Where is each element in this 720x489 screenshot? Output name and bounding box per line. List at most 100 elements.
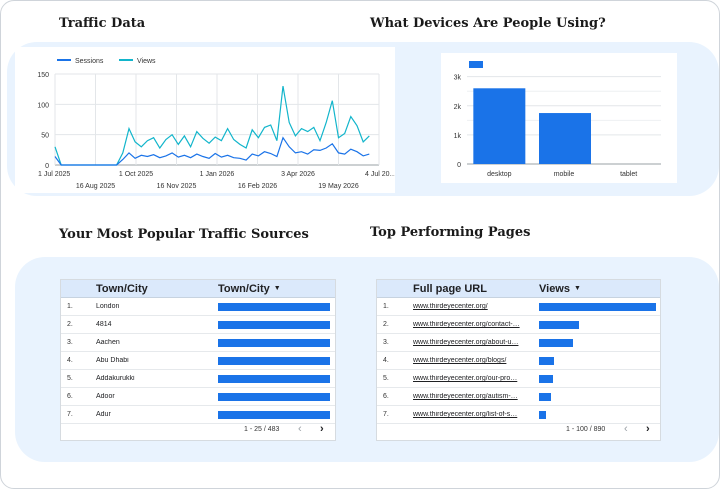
city-label: Adoor (96, 393, 115, 400)
row-index: 5. (383, 375, 389, 382)
pages-heading: Top Performing Pages (370, 225, 531, 240)
column-header-full-page-url[interactable]: Full page URL (413, 283, 487, 295)
row-index: 6. (383, 393, 389, 400)
row-index: 3. (383, 339, 389, 346)
city-label: Aachen (96, 339, 120, 346)
row-index: 6. (67, 393, 73, 400)
table-row[interactable]: 2. 4814 (61, 316, 335, 334)
value-bar (218, 303, 330, 311)
chevron-left-icon[interactable]: ‹ (298, 423, 302, 435)
chevron-right-icon[interactable]: › (646, 423, 650, 435)
table-row[interactable]: 5. Addakurukki (61, 370, 335, 388)
bar-desktop (473, 88, 526, 164)
x-tick-label: 16 Nov 2025 (157, 183, 197, 190)
value-bar (539, 411, 547, 419)
row-index: 4. (67, 357, 73, 364)
y-tick-label: 50 (41, 133, 49, 140)
chevron-right-icon[interactable]: › (320, 423, 324, 435)
traffic-line-chart[interactable]: 0 50 100 150 1 Jul 2025 1 Oct 2025 1 Jan 2026 3… (15, 47, 396, 193)
table-row[interactable]: 5. www.thirdeyecenter.org/our-pro… (377, 370, 660, 388)
devices-heading: What Devices Are People Using? (370, 16, 606, 31)
table-row[interactable]: 2. www.thirdeyecenter.org/contact-… (377, 316, 660, 334)
value-bar (539, 321, 579, 329)
devices-bar-chart[interactable]: 0 1k 2k 3k desktop mobile tablet (441, 53, 677, 183)
value-bar (539, 357, 555, 365)
page-url-link[interactable]: www.thirdeyecenter.org/blogs/ (413, 357, 507, 364)
table-row[interactable]: 3. www.thirdeyecenter.org/about-u… (377, 334, 660, 352)
value-bar (218, 321, 330, 329)
value-bar (218, 411, 330, 419)
page-url-link[interactable]: www.thirdeyecenter.org/list-of-s… (413, 411, 518, 418)
x-tick-label: 1 Jan 2026 (200, 171, 235, 178)
column-header-views[interactable]: Views ▼ (539, 283, 581, 295)
row-index: 4. (383, 357, 389, 364)
x-tick-label: 16 Feb 2026 (238, 183, 277, 190)
value-bar (218, 357, 330, 365)
traffic-sources-table: Town/City Town/City ▼ 1. London 2. 4814 3. Aac… (60, 279, 336, 441)
y-tick-label: 0 (457, 162, 461, 169)
table-row[interactable]: 7. Adur (61, 406, 335, 424)
x-tick-label: 19 May 2026 (318, 183, 359, 190)
x-tick-label: 1 Oct 2025 (119, 171, 153, 178)
table-row[interactable]: 3. Aachen (61, 334, 335, 352)
row-index: 2. (67, 321, 73, 328)
row-index: 1. (67, 303, 73, 310)
value-bar (218, 375, 330, 383)
y-tick-label: 2k (454, 104, 462, 111)
city-label: 4814 (96, 321, 112, 328)
y-tick-label: 1k (454, 133, 462, 140)
table-row[interactable]: 6. Adoor (61, 388, 335, 406)
value-bar (539, 303, 656, 311)
sort-descending-icon: ▼ (273, 285, 281, 292)
x-tick-label: 1 Jul 2025 (38, 171, 70, 178)
page-url-link[interactable]: www.thirdeyecenter.org/about-u… (413, 339, 519, 346)
series-line-views (54, 85, 370, 166)
table-row[interactable]: 1. www.thirdeyecenter.org/ (377, 298, 660, 316)
column-header-label: Views (539, 283, 570, 295)
page-url-link[interactable]: www.thirdeyecenter.org/our-pro… (413, 375, 518, 382)
legend-swatch (469, 61, 483, 68)
city-label: London (96, 303, 120, 310)
legend-label: Sessions (75, 58, 104, 65)
table-row[interactable]: 6. www.thirdeyecenter.org/autism-… (377, 388, 660, 406)
column-header-label: Town/City (218, 283, 270, 295)
row-index: 7. (383, 411, 389, 418)
city-label: Addakurukki (96, 375, 135, 382)
traffic-chart-card: 0 50 100 150 1 Jul 2025 1 Oct 2025 1 Jan 2026 3… (15, 47, 397, 193)
top-pages-table: Full page URL Views ▼ 1. www.thirdeyecente… (376, 279, 661, 441)
page-url-link[interactable]: www.thirdeyecenter.org/ (413, 303, 488, 310)
city-label: Adur (96, 411, 111, 418)
row-index: 1. (383, 303, 389, 310)
x-tick-label: 4 Jul 20… (365, 171, 395, 178)
devices-chart-card: 0 1k 2k 3k desktop mobile tablet (441, 53, 677, 183)
city-label: Abu Dhabi (96, 357, 129, 364)
bar-mobile (539, 113, 591, 164)
sort-descending-icon: ▼ (574, 285, 581, 292)
traffic-heading: Traffic Data (59, 16, 146, 31)
x-tick-label: 3 Apr 2026 (281, 171, 315, 178)
chevron-left-icon[interactable]: ‹ (624, 423, 628, 435)
series-line-sessions (54, 136, 370, 166)
value-bar (218, 393, 330, 401)
table-pagination: 1 - 100 / 890 ‹ › (377, 420, 660, 440)
value-bar (539, 375, 554, 383)
table-row[interactable]: 4. Abu Dhabi (61, 352, 335, 370)
y-tick-label: 0 (45, 163, 49, 170)
y-tick-label: 3k (454, 75, 462, 82)
page-url-link[interactable]: www.thirdeyecenter.org/contact-… (413, 321, 520, 328)
x-tick-label: tablet (620, 171, 637, 178)
table-pagination: 1 - 25 / 483 ‹ › (61, 420, 335, 440)
page-url-link[interactable]: www.thirdeyecenter.org/autism-… (413, 393, 518, 400)
table-row[interactable]: 7. www.thirdeyecenter.org/list-of-s… (377, 406, 660, 424)
column-header-town-city-metric[interactable]: Town/City ▼ (218, 283, 281, 295)
pagination-range: 1 - 25 / 483 (244, 426, 280, 433)
table-row[interactable]: 1. London (61, 298, 335, 316)
column-header-town-city[interactable]: Town/City (96, 283, 148, 295)
x-tick-label: desktop (487, 171, 512, 178)
table-row[interactable]: 4. www.thirdeyecenter.org/blogs/ (377, 352, 660, 370)
x-tick-label: 16 Aug 2025 (76, 183, 115, 190)
x-tick-label: mobile (554, 171, 575, 178)
row-index: 5. (67, 375, 73, 382)
value-bar (218, 339, 330, 347)
